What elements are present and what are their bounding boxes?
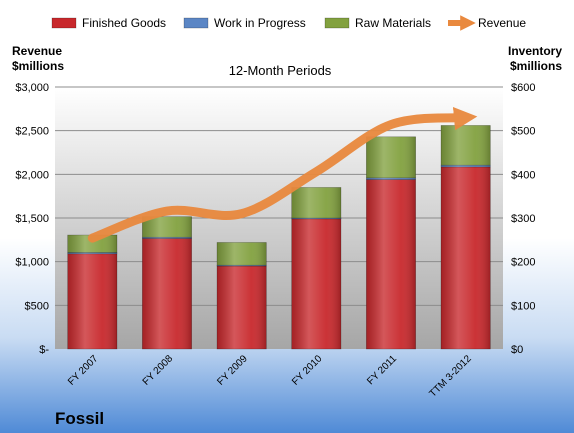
left-axis-label-line1: Revenue [12, 44, 62, 58]
legend-swatch-raw-materials [324, 17, 350, 29]
bar-work-in-progress-shine [67, 252, 117, 254]
legend: Finished Goods Work in Progress Raw Materi… [51, 15, 526, 31]
left-axis-tick-label: $3,000 [15, 82, 49, 94]
legend-label-work-in-progress: Work in Progress [214, 16, 306, 30]
right-axis-tick-label: $400 [511, 169, 535, 181]
right-axis-tick-label: $0 [511, 344, 523, 356]
bar-work-in-progress-shine [142, 237, 192, 239]
revenue-line [87, 107, 478, 243]
bar-finished-goods-shine [67, 253, 117, 349]
bars [67, 125, 491, 350]
right-axis-label-line2: $millions [510, 59, 562, 73]
bar-finished-goods-shine [366, 179, 416, 349]
legend-label-revenue: Revenue [478, 16, 526, 30]
left-axis-tick-label: $500 [25, 300, 49, 312]
revenue-line-group [87, 107, 478, 243]
bar-raw-materials-shine [67, 235, 117, 253]
bar-work-in-progress-shine [366, 177, 416, 180]
right-axis-tick-label: $200 [511, 257, 535, 269]
bar-finished-goods-shine [142, 238, 192, 349]
left-axis-tick-label: $2,500 [15, 126, 49, 138]
right-axis-tick-label: $500 [511, 126, 535, 138]
bar-raw-materials-shine [366, 136, 416, 178]
legend-swatch-work-in-progress [183, 17, 209, 29]
bar-work-in-progress-shine [217, 265, 267, 267]
right-axis-tick-label: $300 [511, 213, 535, 225]
right-axis-ticks: $0 $100 $200 $300 $400 $500 $600 [511, 82, 535, 356]
bar-raw-materials-shine [217, 242, 267, 266]
left-axis-tick-label: $2,000 [15, 169, 49, 181]
right-axis-tick-label: $100 [511, 300, 535, 312]
company-name: Fossil [55, 409, 104, 428]
left-axis-tick-label: $1,000 [15, 257, 49, 269]
bar-work-in-progress-shine [291, 218, 341, 219]
chart-subtitle: 12-Month Periods [229, 63, 332, 78]
right-axis-tick-label: $600 [511, 82, 535, 94]
legend-label-finished-goods: Finished Goods [82, 16, 166, 30]
left-axis-label-line2: $millions [12, 59, 64, 73]
left-axis-ticks: $- $500 $1,000 $1,500 $2,000 $2,500 $3,000 [15, 82, 49, 356]
bar-finished-goods-shine [217, 266, 267, 349]
bar-finished-goods-shine [291, 218, 341, 349]
bar-raw-materials-shine [142, 216, 192, 238]
bar-finished-goods-shine [441, 166, 491, 349]
bar-raw-materials-shine [441, 125, 491, 166]
left-axis-tick-label: $1,500 [15, 213, 49, 225]
legend-swatch-finished-goods [51, 17, 77, 29]
bar-raw-materials-shine [291, 187, 341, 218]
gridlines [55, 86, 503, 306]
right-axis-label-line1: Inventory [508, 44, 562, 58]
bar-work-in-progress-shine [441, 165, 491, 167]
legend-label-raw-materials: Raw Materials [355, 16, 431, 30]
left-axis-tick-label: $- [39, 344, 49, 356]
